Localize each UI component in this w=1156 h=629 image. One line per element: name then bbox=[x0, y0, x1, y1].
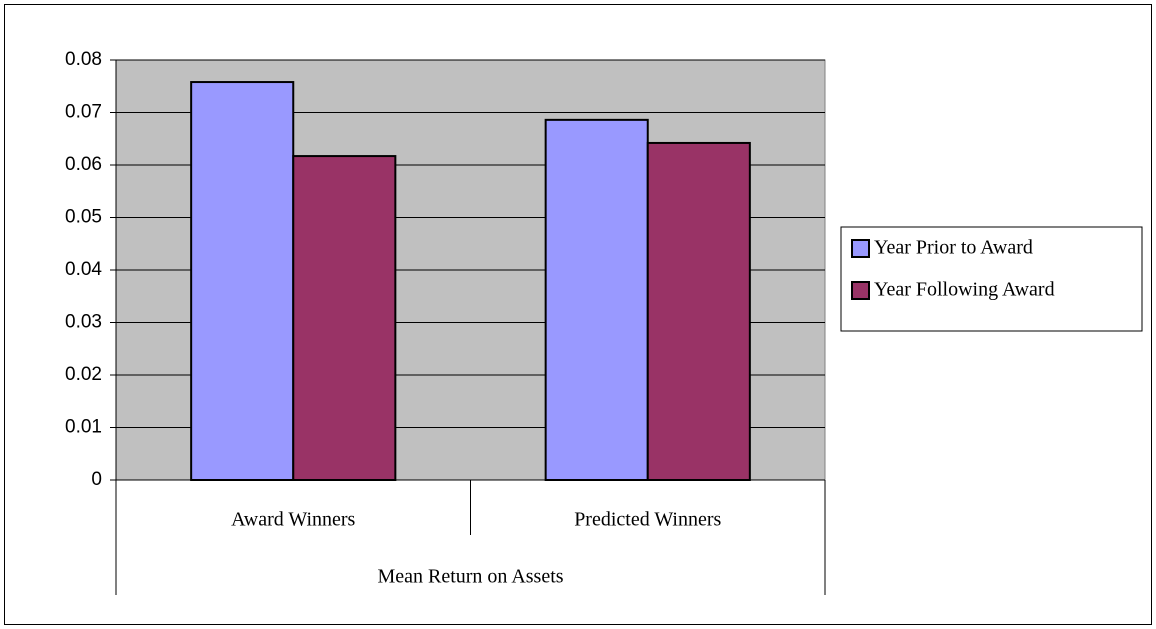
y-tick-label: 0.06 bbox=[65, 154, 102, 175]
y-tick-label: 0.03 bbox=[65, 312, 102, 333]
bar bbox=[544, 118, 649, 481]
x-tick-label: Predicted Winners bbox=[574, 509, 721, 531]
y-tick-label: 0.08 bbox=[65, 49, 102, 70]
legend-label: Year Following Award bbox=[874, 279, 1055, 301]
y-tick-label: 0.07 bbox=[65, 102, 102, 123]
legend-box bbox=[840, 226, 1143, 332]
y-tick-label: 0.04 bbox=[65, 259, 102, 280]
bar bbox=[646, 141, 751, 481]
group-label: Mean Return on Assets bbox=[377, 566, 563, 588]
legend-label: Year Prior to Award bbox=[874, 237, 1033, 259]
y-tick-label: 0.01 bbox=[65, 417, 102, 438]
x-tick-label: Award Winners bbox=[231, 509, 355, 531]
bar bbox=[190, 81, 295, 482]
bar bbox=[292, 155, 397, 481]
legend-swatch bbox=[851, 239, 870, 258]
legend-swatch bbox=[851, 281, 870, 300]
y-tick-label: 0 bbox=[91, 469, 102, 490]
y-tick-label: 0.05 bbox=[65, 207, 102, 228]
y-tick-label: 0.02 bbox=[65, 364, 102, 385]
